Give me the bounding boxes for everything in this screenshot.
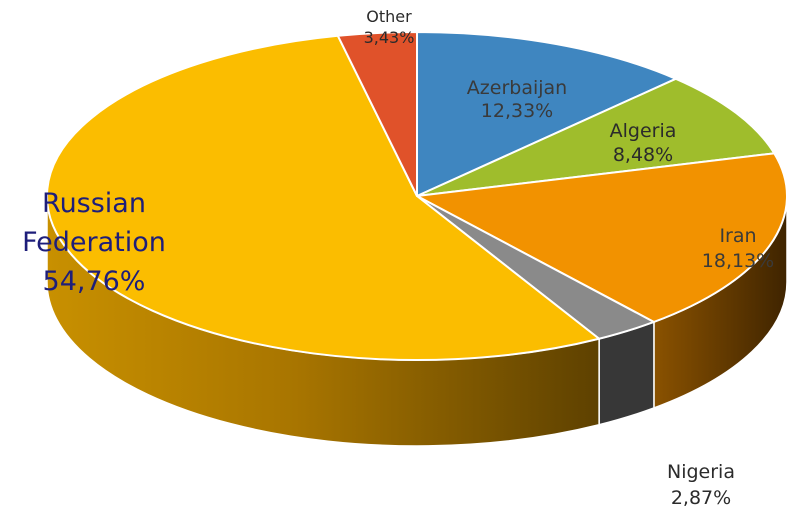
slice-name-algeria: Algeria: [610, 120, 677, 142]
slice-name-other: Other: [366, 7, 412, 26]
slice-label-other: Other 3,43%: [364, 7, 415, 47]
slice-label-algeria: Algeria 8,48%: [610, 120, 677, 166]
pie-slice-algeria: [416, 77, 776, 197]
pie-slice-other: [336, 31, 418, 197]
slice-label-azerbaijan: Azerbaijan 12,33%: [467, 77, 567, 122]
slice-label-nigeria: Nigeria 2,87%: [667, 461, 735, 509]
slice-value-nigeria: 2,87%: [671, 487, 731, 509]
pie-slice-azerbaijan: [416, 31, 677, 197]
slice-name-russian-federation: Federation: [22, 227, 166, 258]
slice-name-azerbaijan: Azerbaijan: [467, 77, 567, 99]
pie-slice-russian-federation: [46, 34, 601, 361]
slice-label-iran: Iran 18,13%: [702, 225, 774, 272]
slice-value-algeria: 8,48%: [613, 144, 673, 166]
slice-name-iran: Iran: [719, 225, 756, 247]
pie-slice-iran: [416, 152, 788, 323]
slice-value-azerbaijan: 12,33%: [481, 100, 553, 122]
slice-value-other: 3,43%: [364, 28, 415, 47]
slice-value-iran: 18,13%: [702, 250, 774, 272]
slice-value-russian-federation: 54,76%: [43, 266, 146, 297]
slice-name-nigeria: Nigeria: [667, 461, 735, 483]
slice-name-russian-federation: Russian: [42, 188, 146, 219]
slice-label-russian-federation: Russian Federation 54,76%: [22, 188, 166, 297]
